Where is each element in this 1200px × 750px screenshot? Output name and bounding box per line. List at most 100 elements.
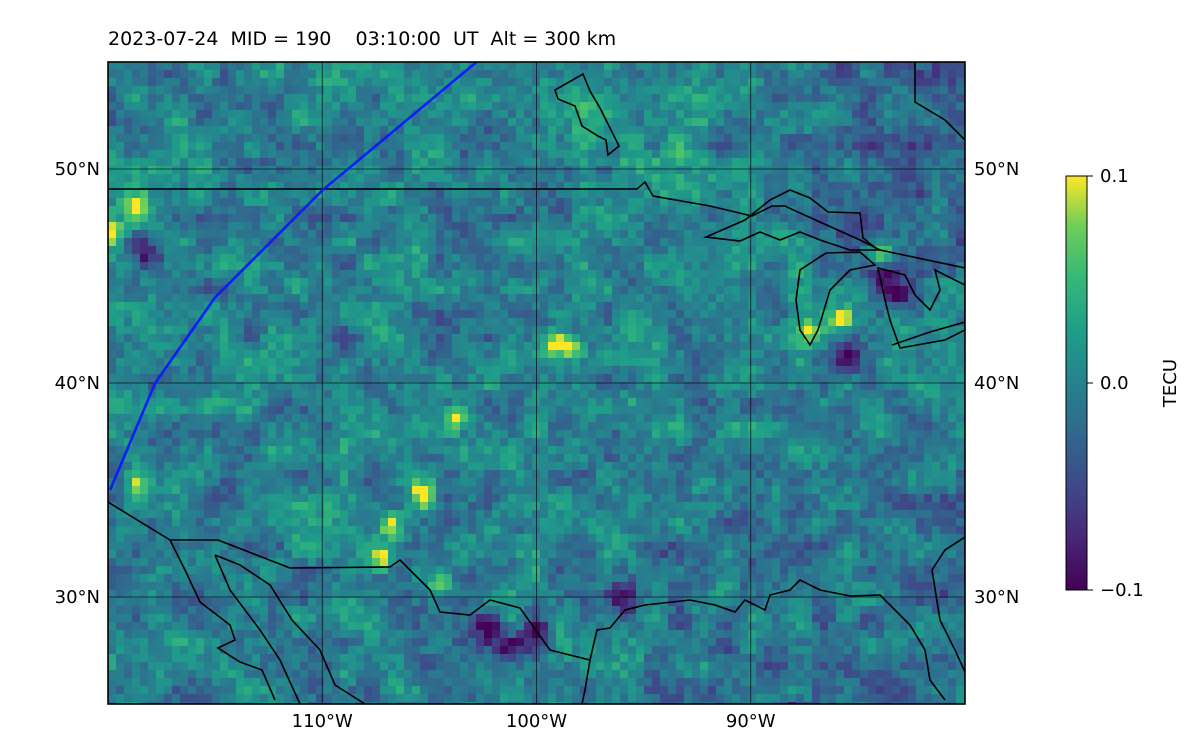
tec-cell <box>180 318 189 327</box>
tec-cell <box>652 142 661 151</box>
tec-cell <box>164 366 173 375</box>
tec-cell <box>764 366 773 375</box>
tec-cell <box>308 190 317 199</box>
tec-cell <box>340 270 349 279</box>
tec-cell <box>460 334 469 343</box>
tec-cell <box>252 198 261 207</box>
tec-cell <box>580 198 589 207</box>
tec-cell <box>260 182 269 191</box>
tec-cell <box>220 430 229 439</box>
tec-cell <box>796 254 805 263</box>
tec-cell <box>796 286 805 295</box>
tec-cell <box>556 126 565 135</box>
tec-cell <box>788 126 797 135</box>
tec-cell <box>132 142 141 151</box>
tec-cell <box>548 366 557 375</box>
tec-cell <box>204 430 213 439</box>
tec-cell <box>924 222 933 231</box>
tec-cell <box>468 126 477 135</box>
tec-cell <box>228 342 237 351</box>
tec-cell <box>140 414 149 423</box>
tec-cell <box>844 366 853 375</box>
tec-cell <box>188 366 197 375</box>
tec-cell <box>668 406 677 415</box>
tec-cell <box>524 374 533 383</box>
tec-cell <box>780 134 789 143</box>
tec-cell <box>492 110 501 119</box>
tec-cell <box>868 374 877 383</box>
tec-cell <box>820 294 829 303</box>
tec-cell <box>148 110 157 119</box>
tec-cell <box>668 262 677 271</box>
tec-cell <box>116 86 125 95</box>
tec-cell <box>204 358 213 367</box>
tec-cell <box>828 398 837 407</box>
tec-cell <box>756 358 765 367</box>
tec-cell <box>708 238 717 247</box>
tec-cell <box>268 430 277 439</box>
tec-cell <box>716 166 725 175</box>
tec-cell <box>284 342 293 351</box>
tec-cell <box>220 94 229 103</box>
tec-cell <box>172 326 181 335</box>
tec-cell <box>212 302 221 311</box>
tec-cell <box>492 102 501 111</box>
tec-cell <box>676 198 685 207</box>
tec-cell <box>564 382 573 391</box>
tec-cell <box>420 222 429 231</box>
tec-cell <box>620 222 629 231</box>
tec-cell <box>332 126 341 135</box>
tec-cell <box>636 126 645 135</box>
tec-cell <box>748 254 757 263</box>
tec-cell <box>324 126 333 135</box>
tec-cell <box>396 86 405 95</box>
tec-cell <box>180 222 189 231</box>
tec-cell <box>788 134 797 143</box>
tec-cell <box>572 358 581 367</box>
tec-cell <box>500 326 509 335</box>
tec-cell <box>516 414 525 423</box>
tec-cell <box>540 302 549 311</box>
tec-cell <box>116 142 125 151</box>
tec-cell <box>484 94 493 103</box>
tec-cell <box>268 390 277 399</box>
tec-cell <box>220 174 229 183</box>
tec-cell <box>876 70 885 79</box>
tec-cell <box>436 134 445 143</box>
tec-cell <box>668 94 677 103</box>
tec-cell <box>764 334 773 343</box>
tec-cell <box>612 182 621 191</box>
tec-cell <box>364 270 373 279</box>
tec-cell <box>892 214 901 223</box>
tec-cell <box>884 238 893 247</box>
tec-cell <box>204 310 213 319</box>
tec-cell <box>652 278 661 287</box>
tec-cell <box>372 326 381 335</box>
tec-cell <box>588 398 597 407</box>
tec-cell <box>900 246 909 255</box>
tec-cell <box>140 238 149 247</box>
tec-cell <box>756 374 765 383</box>
tec-cell <box>276 366 285 375</box>
tec-cell <box>804 142 813 151</box>
tec-cell <box>388 278 397 287</box>
tec-cell <box>692 350 701 359</box>
tec-cell <box>556 86 565 95</box>
tec-cell <box>204 158 213 167</box>
tec-cell <box>364 366 373 375</box>
tec-cell <box>148 382 157 391</box>
tec-cell <box>356 70 365 79</box>
tec-cell <box>308 158 317 167</box>
tec-cell <box>236 254 245 263</box>
tec-cell <box>908 414 917 423</box>
tec-cell <box>220 134 229 143</box>
tec-cell <box>932 70 941 79</box>
tec-cell <box>484 318 493 327</box>
tec-cell <box>652 166 661 175</box>
tec-cell <box>148 318 157 327</box>
tec-cell <box>804 190 813 199</box>
tec-cell <box>444 70 453 79</box>
tec-cell <box>764 302 773 311</box>
tec-cell <box>260 126 269 135</box>
tec-cell <box>404 142 413 151</box>
